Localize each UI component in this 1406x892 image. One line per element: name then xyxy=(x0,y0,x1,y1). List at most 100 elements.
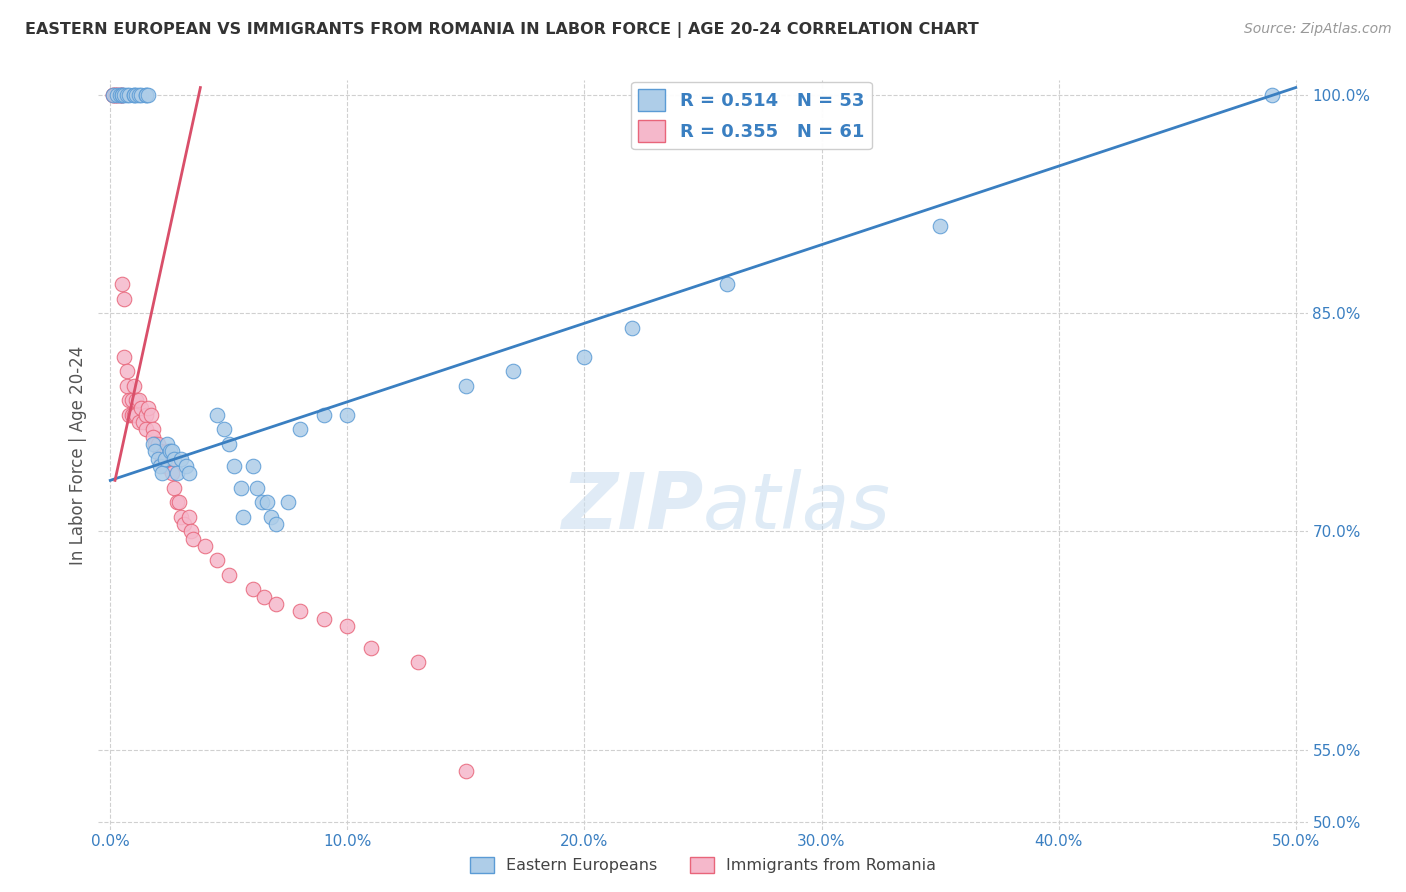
Point xyxy=(153,458,176,473)
Point xyxy=(115,379,138,393)
Point xyxy=(1261,87,1284,102)
Point xyxy=(218,568,240,582)
Point xyxy=(122,87,145,102)
Point xyxy=(170,451,193,466)
Point xyxy=(105,87,128,102)
Point xyxy=(111,87,134,102)
Point xyxy=(242,458,264,473)
Point xyxy=(229,481,252,495)
Point xyxy=(108,87,131,102)
Point xyxy=(125,408,148,422)
Y-axis label: In Labor Force | Age 20-24: In Labor Force | Age 20-24 xyxy=(69,345,87,565)
Legend: Eastern Europeans, Immigrants from Romania: Eastern Europeans, Immigrants from Roman… xyxy=(464,850,942,880)
Point xyxy=(194,539,217,553)
Point xyxy=(253,590,276,604)
Point xyxy=(114,292,136,306)
Point xyxy=(180,524,202,539)
Point xyxy=(242,582,264,597)
Point xyxy=(136,87,159,102)
Point xyxy=(143,437,166,451)
Text: ZIP: ZIP xyxy=(561,469,703,545)
Point xyxy=(260,509,283,524)
Point xyxy=(128,87,150,102)
Point xyxy=(250,495,273,509)
Point xyxy=(232,509,254,524)
Point xyxy=(277,495,299,509)
Point xyxy=(104,87,127,102)
Point xyxy=(115,364,138,378)
Point xyxy=(177,466,200,480)
Point xyxy=(929,219,952,233)
Point xyxy=(135,422,157,436)
Point xyxy=(246,481,269,495)
Point xyxy=(111,87,134,102)
Point xyxy=(149,444,172,458)
Point xyxy=(264,597,287,611)
Legend: R = 0.514   N = 53, R = 0.355   N = 61: R = 0.514 N = 53, R = 0.355 N = 61 xyxy=(631,82,872,149)
Point xyxy=(146,451,169,466)
Point xyxy=(125,393,148,408)
Point xyxy=(163,451,186,466)
Point xyxy=(174,458,197,473)
Point xyxy=(111,277,134,291)
Point xyxy=(170,509,193,524)
Point xyxy=(159,451,181,466)
Point xyxy=(336,619,359,633)
Point xyxy=(212,422,235,436)
Point xyxy=(135,87,157,102)
Point xyxy=(111,87,134,102)
Point xyxy=(454,764,477,779)
Point xyxy=(142,422,165,436)
Point xyxy=(222,458,245,473)
Point xyxy=(142,430,165,444)
Point xyxy=(118,393,141,408)
Point xyxy=(288,422,311,436)
Point xyxy=(620,320,643,334)
Point xyxy=(336,408,359,422)
Point xyxy=(181,532,204,546)
Point xyxy=(118,408,141,422)
Text: Source: ZipAtlas.com: Source: ZipAtlas.com xyxy=(1244,22,1392,37)
Point xyxy=(716,277,738,291)
Point xyxy=(153,451,176,466)
Point xyxy=(105,87,128,102)
Point xyxy=(574,350,596,364)
Point xyxy=(111,87,134,102)
Point xyxy=(108,87,131,102)
Point xyxy=(142,437,165,451)
Point xyxy=(159,444,181,458)
Point xyxy=(152,466,174,480)
Point xyxy=(118,87,141,102)
Point xyxy=(101,87,124,102)
Point xyxy=(160,466,183,480)
Point xyxy=(105,87,128,102)
Point xyxy=(454,379,477,393)
Point xyxy=(160,444,183,458)
Point xyxy=(125,87,148,102)
Point xyxy=(132,415,155,429)
Point xyxy=(205,553,228,567)
Point xyxy=(156,437,179,451)
Text: EASTERN EUROPEAN VS IMMIGRANTS FROM ROMANIA IN LABOR FORCE | AGE 20-24 CORRELATI: EASTERN EUROPEAN VS IMMIGRANTS FROM ROMA… xyxy=(25,22,979,38)
Point xyxy=(166,466,188,480)
Point xyxy=(408,655,430,669)
Point xyxy=(122,87,145,102)
Point xyxy=(146,437,169,451)
Point xyxy=(115,87,138,102)
Point xyxy=(149,458,172,473)
Point xyxy=(156,444,179,458)
Point xyxy=(122,408,145,422)
Point xyxy=(173,516,195,531)
Point xyxy=(121,408,143,422)
Point xyxy=(139,408,162,422)
Point xyxy=(114,350,136,364)
Point xyxy=(121,393,143,408)
Point xyxy=(218,437,240,451)
Point xyxy=(205,408,228,422)
Point xyxy=(152,451,174,466)
Point xyxy=(167,495,190,509)
Point xyxy=(101,87,124,102)
Point xyxy=(163,481,186,495)
Point xyxy=(128,415,150,429)
Point xyxy=(360,640,382,655)
